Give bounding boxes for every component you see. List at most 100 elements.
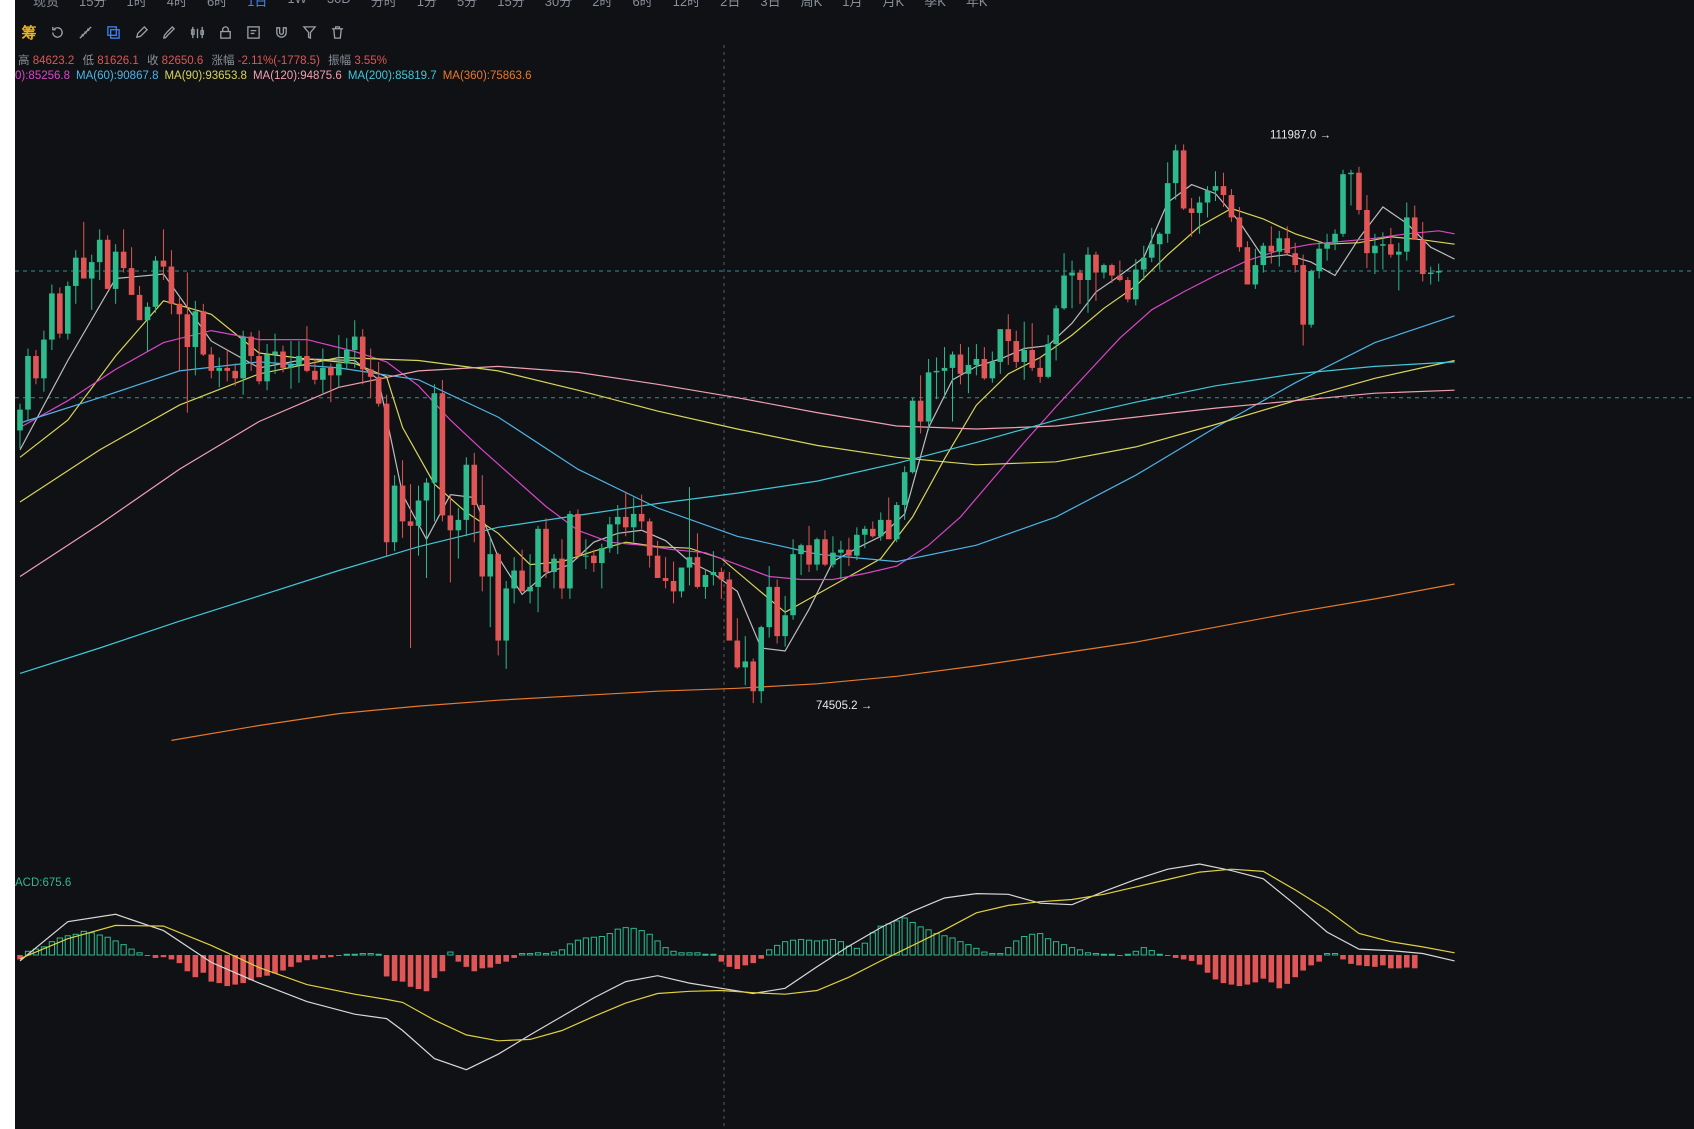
timeframe-tab[interactable]: 30D <box>327 0 351 9</box>
candle-body <box>1388 244 1394 255</box>
candle-body <box>678 567 685 592</box>
macd-bar <box>248 955 254 981</box>
macd-bar <box>1124 953 1131 956</box>
indicator-icon[interactable] <box>183 20 211 44</box>
candle-body <box>343 350 350 364</box>
timeframe-tab[interactable]: 12时 <box>672 0 701 9</box>
macd-bar <box>1045 938 1052 956</box>
candle-body <box>1380 244 1386 246</box>
candle-body <box>160 260 167 267</box>
candle-body <box>1236 217 1243 248</box>
ma-legend-item: 0):85256.8 <box>15 70 70 82</box>
macd-bar <box>367 953 374 956</box>
timeframe-tab[interactable]: 1W <box>287 0 307 9</box>
candle-body <box>1021 350 1028 362</box>
macd-bar <box>336 955 342 956</box>
timeframe-tab[interactable]: 30分 <box>544 0 573 9</box>
candle-body <box>583 555 589 557</box>
candle-body <box>559 558 565 589</box>
measure-icon[interactable] <box>71 20 99 44</box>
note-icon[interactable] <box>239 20 267 44</box>
candle-body <box>575 513 581 556</box>
timeframe-tab[interactable]: 15分 <box>497 0 525 9</box>
timeframe-tab[interactable]: 1时 <box>126 0 147 9</box>
macd-bar <box>519 953 526 956</box>
macd-bar <box>1060 944 1068 956</box>
filter-icon[interactable] <box>295 20 323 44</box>
timeframe-tab[interactable]: 季K <box>924 0 946 9</box>
timeframe-tab[interactable]: 4时 <box>166 0 187 9</box>
candlestick-chart[interactable]: 111987.0 → 74505.2 → <box>15 0 1694 1129</box>
macd-bar <box>1108 953 1115 956</box>
candle-body <box>224 367 231 371</box>
annotation-layer: 111987.0 → 74505.2 → <box>816 130 1331 712</box>
candle-body <box>1300 265 1306 325</box>
candle-body <box>981 358 988 379</box>
macd-bar <box>120 944 127 956</box>
macd-bar <box>1348 955 1354 964</box>
timeframe-tab[interactable]: 月K <box>882 0 905 9</box>
macd-bar <box>192 955 199 978</box>
macd-bar <box>949 937 956 956</box>
candle-body <box>1268 245 1275 252</box>
candle-body <box>854 534 860 556</box>
delete-icon[interactable] <box>323 20 351 44</box>
timeframe-tab[interactable]: 3日 <box>760 0 781 9</box>
macd-bar <box>622 927 629 956</box>
macd-bar <box>1053 941 1060 956</box>
macd-bar <box>1196 955 1203 965</box>
timeframe-tab[interactable]: 现货 <box>33 0 60 9</box>
macd-bar <box>782 941 789 956</box>
amplitude-label: 振幅 <box>328 55 352 67</box>
candle-body <box>1133 269 1139 300</box>
candle-body <box>1260 245 1267 266</box>
candle-body <box>933 370 940 373</box>
candle-body <box>375 376 382 404</box>
candle-body <box>359 336 366 370</box>
candle-body <box>1140 257 1147 270</box>
timeframe-tab[interactable]: 分时 <box>370 0 397 9</box>
macd-bar <box>487 955 494 968</box>
brush-icon[interactable] <box>155 20 183 44</box>
pen-icon[interactable] <box>127 20 155 44</box>
timeframe-tab[interactable]: 1月 <box>842 0 863 9</box>
macd-bar <box>296 955 302 963</box>
chips-icon[interactable]: 筹 <box>15 20 43 44</box>
macd-bar <box>216 955 223 984</box>
timeframe-tab[interactable]: 1日 <box>247 0 268 9</box>
macd-bar <box>415 955 422 990</box>
macd-bar <box>598 936 605 956</box>
macd-bar <box>1013 940 1020 956</box>
candle-body <box>1340 174 1346 234</box>
candle-body <box>885 519 892 540</box>
candle-body <box>622 516 629 528</box>
timeframe-tab[interactable]: 6时 <box>632 0 653 9</box>
timeframe-tab[interactable]: 年K <box>965 0 988 9</box>
change-label: 涨幅 <box>211 55 235 67</box>
macd-bar <box>678 952 685 956</box>
candle-body <box>49 293 55 340</box>
timeframe-tab[interactable]: 周K <box>800 0 823 9</box>
timeframe-tab[interactable]: 2日 <box>720 0 741 9</box>
candle-body <box>670 580 677 592</box>
copy-icon[interactable] <box>99 20 127 44</box>
magnet-icon[interactable] <box>267 20 295 44</box>
macd-bar <box>726 955 733 967</box>
candle-layer <box>17 144 1442 704</box>
macd-bar <box>893 920 900 956</box>
timeframe-tab[interactable]: 6时 <box>206 0 228 9</box>
candle-body <box>734 640 741 668</box>
macd-bar <box>1260 955 1267 979</box>
macd-bar <box>407 955 414 987</box>
candle-body <box>1061 275 1067 309</box>
lock-icon[interactable] <box>211 20 239 44</box>
candle-body <box>630 513 637 528</box>
candle-body <box>112 251 119 289</box>
timeframe-tab[interactable]: 5分 <box>457 0 478 9</box>
timeframe-tab[interactable]: 1分 <box>416 0 438 9</box>
replay-icon[interactable] <box>43 20 71 44</box>
candle-body <box>1085 254 1091 280</box>
timeframe-tab[interactable]: 15分 <box>79 0 107 9</box>
macd-bar <box>614 928 621 956</box>
timeframe-tab[interactable]: 2时 <box>592 0 613 9</box>
